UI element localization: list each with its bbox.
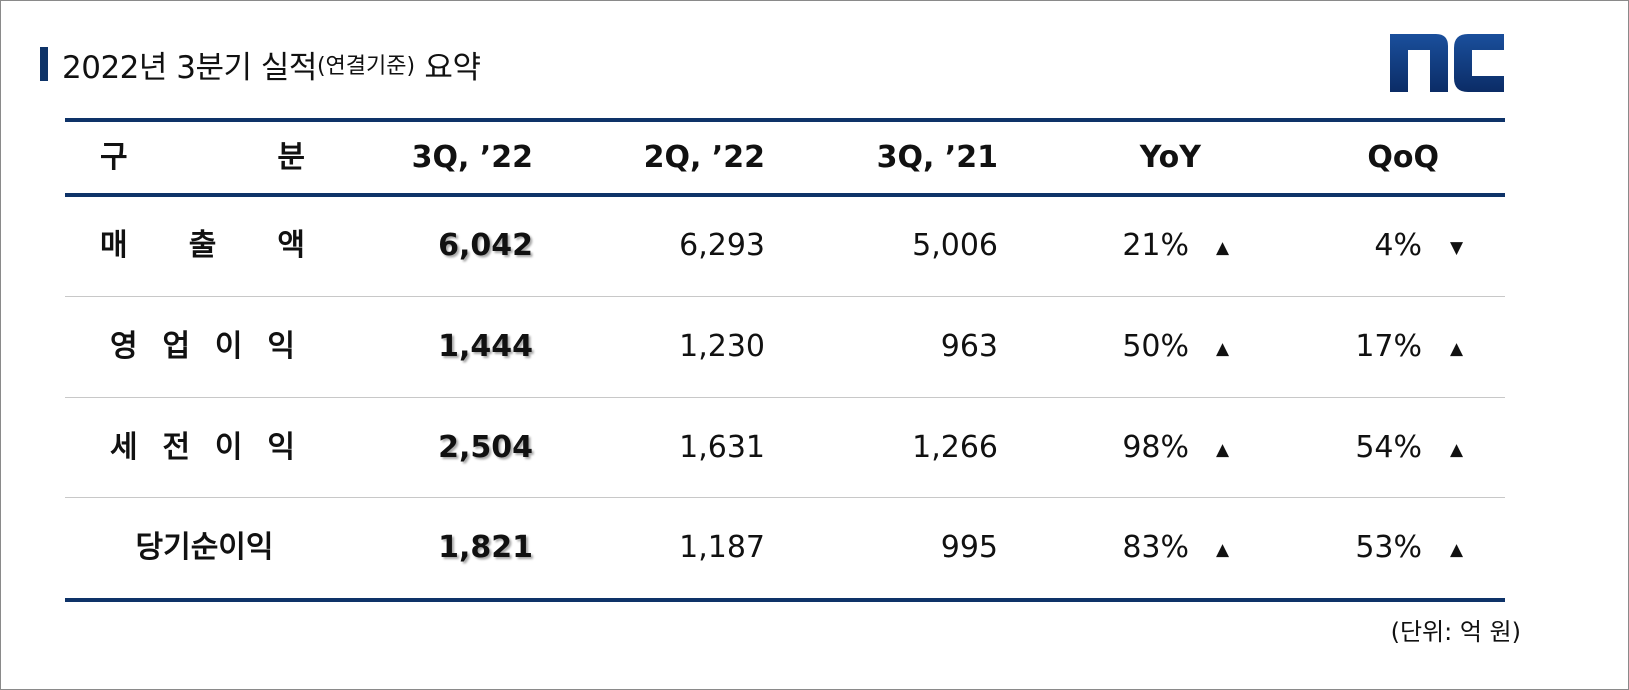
triangle-up-icon: ▲	[1216, 238, 1230, 258]
value-2q22: 6,293	[679, 228, 765, 263]
row-label-char: 세	[110, 430, 138, 465]
row-divider	[65, 397, 1505, 398]
row-label-char: 당기순이익	[135, 530, 274, 565]
value-3q22: 1,444	[438, 329, 533, 364]
row-label-char: 익	[267, 329, 295, 364]
unit-note: (단위: 억 원)	[1390, 618, 1521, 646]
row-label-char: 영	[110, 329, 138, 364]
table-top-border	[65, 118, 1505, 122]
triangle-up-icon: ▲	[1216, 339, 1230, 359]
value-qoq: 17%	[1355, 329, 1422, 364]
row-label-char: 익	[267, 430, 295, 465]
row-divider	[65, 296, 1505, 297]
triangle-up-icon: ▲	[1216, 440, 1230, 460]
value-3q22: 1,821	[438, 530, 533, 565]
row-label: 당기순이익	[112, 528, 297, 568]
header-label-char: 분	[277, 140, 305, 175]
value-2q22: 1,187	[679, 530, 765, 565]
value-yoy: 21%	[1122, 228, 1189, 263]
header-bottom-border	[65, 193, 1505, 197]
triangle-up-icon: ▲	[1450, 540, 1464, 560]
row-divider	[65, 497, 1505, 498]
header-2q22: 2Q, ’22	[643, 140, 765, 175]
row-label-char: 이	[214, 329, 243, 364]
header-yoy: YoY	[1139, 140, 1201, 175]
header-label-char: 구	[100, 140, 128, 175]
row-label-char: 이	[214, 430, 243, 465]
page-title: 2022년 3분기 실적 (연결기준) 요약	[40, 44, 481, 86]
header-label: 구 분	[100, 138, 305, 178]
value-2q22: 1,230	[679, 329, 765, 364]
value-3q22: 2,504	[438, 430, 533, 465]
value-3q21: 1,266	[912, 430, 998, 465]
row-label-char: 전	[162, 430, 191, 465]
value-qoq: 53%	[1355, 530, 1422, 565]
triangle-up-icon: ▲	[1450, 339, 1464, 359]
header-qoq: QoQ	[1367, 140, 1439, 175]
row-label-char: 출	[188, 228, 217, 263]
value-yoy: 98%	[1122, 430, 1189, 465]
header-3q22: 3Q, ’22	[411, 140, 533, 175]
value-3q21: 963	[940, 329, 998, 364]
title-accent-bar	[40, 47, 48, 81]
table-bottom-border	[65, 598, 1505, 602]
value-yoy: 83%	[1122, 530, 1189, 565]
value-qoq: 54%	[1355, 430, 1422, 465]
title-sub: (연결기준)	[316, 54, 416, 79]
triangle-up-icon: ▲	[1450, 440, 1464, 460]
value-3q21: 5,006	[912, 228, 998, 263]
title-suffix: 요약	[415, 49, 481, 86]
value-3q22: 6,042	[438, 228, 533, 263]
header-3q21: 3Q, ’21	[876, 140, 998, 175]
triangle-down-icon: ▼	[1450, 238, 1464, 258]
triangle-up-icon: ▲	[1216, 540, 1230, 560]
title-main: 2022년 3분기 실적	[62, 49, 317, 86]
value-qoq: 4%	[1374, 228, 1422, 263]
row-label-char: 액	[277, 228, 305, 263]
nc-logo	[1390, 34, 1504, 92]
value-yoy: 50%	[1122, 329, 1189, 364]
value-2q22: 1,631	[679, 430, 765, 465]
value-3q21: 995	[940, 530, 998, 565]
row-label-char: 매	[100, 228, 128, 263]
row-label-char: 업	[162, 329, 191, 364]
